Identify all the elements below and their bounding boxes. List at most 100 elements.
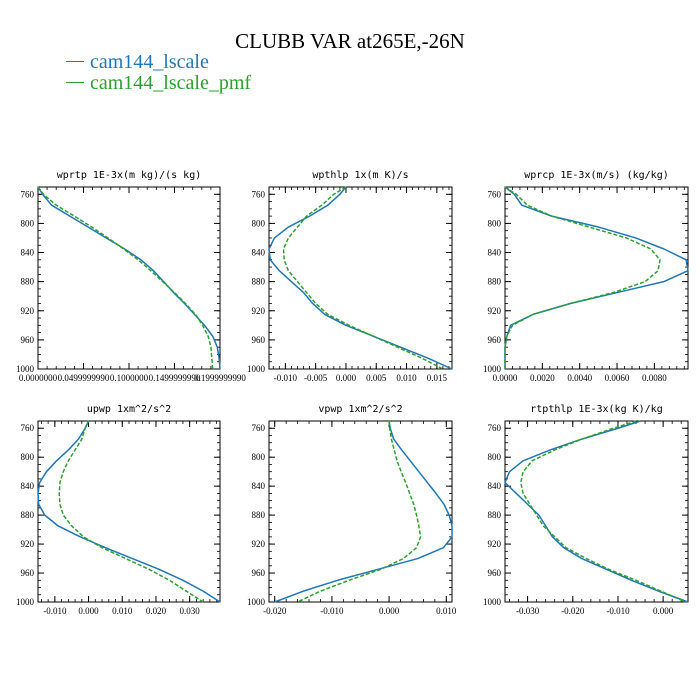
y-tick-label: 960: [252, 568, 266, 578]
y-tick-label: 760: [21, 423, 35, 433]
y-tick-label: 920: [21, 306, 35, 316]
series-line-lscale-pmf: [282, 186, 444, 370]
x-tick-label: 0.1499999990: [149, 373, 201, 383]
series-line-lscale-pmf: [58, 420, 204, 603]
x-tick-label: -0.010: [43, 606, 67, 616]
panel-title: rtpthlp 1E-3x(kg K)/kg: [530, 404, 662, 415]
x-tick-label: 0.0040: [567, 373, 592, 383]
y-tick-label: 960: [21, 335, 35, 345]
chart-panel-1: wprtp 1E-3x(m kg)/(s kg) 760 800 840 880 920 9…: [16, 170, 246, 383]
panel-title: wprtp 1E-3x(m kg)/(s kg): [57, 170, 202, 181]
figure-title: CLUBB VAR at265E,-26N: [235, 29, 465, 53]
y-tick-label: 960: [21, 568, 35, 578]
x-tick-label: -0.030: [516, 606, 540, 616]
x-tick-label: -0.020: [561, 606, 585, 616]
y-tick-label: 920: [488, 539, 502, 549]
x-tick-label: 0.1000000: [110, 373, 149, 383]
y-tick-label: 880: [252, 510, 266, 520]
y-tick-label: 1000: [16, 364, 35, 374]
x-tick-label: 0.0499999990: [58, 373, 110, 383]
plot-frame: [268, 186, 453, 370]
x-tick-label: 0.005: [366, 373, 387, 383]
y-tick-label: 800: [21, 452, 35, 462]
y-tick-label: 840: [21, 248, 35, 258]
series-line-lscale: [504, 186, 689, 369]
y-tick-label: 880: [488, 510, 502, 520]
y-tick-label: 840: [252, 248, 266, 258]
legend-item-lscale: cam144_lscale: [66, 51, 209, 74]
x-tick-label: 0.010: [436, 606, 457, 616]
plot-frame: [37, 186, 221, 370]
x-tick-label: 0.1999999990: [194, 373, 246, 383]
y-tick-label: 880: [252, 277, 266, 287]
chart-panel-2: wpthlp 1x(m K)/s 760 800 840 880 920 960 1000 -0…: [247, 170, 453, 383]
x-tick-label: -0.010: [274, 373, 298, 383]
series-line-lscale: [37, 186, 221, 370]
y-tick-label: 960: [488, 335, 502, 345]
x-tick-label: 0.0060: [605, 373, 630, 383]
y-tick-label: 1000: [247, 597, 266, 607]
series-line-lscale: [274, 420, 453, 603]
legend-label-lscale: cam144_lscale: [90, 51, 209, 73]
y-tick-label: 840: [488, 481, 502, 491]
legend-item-lscale-pmf: cam144_lscale_pmf: [66, 72, 251, 95]
chart-panel-4: upwp 1xm^2/s^2 760 800 840 880 920 960 1000 -0.0…: [16, 404, 221, 616]
panel-title: wpthlp 1x(m K)/s: [312, 170, 408, 181]
y-tick-label: 840: [252, 481, 266, 491]
y-tick-label: 800: [488, 218, 502, 228]
x-tick-label: 0.000: [336, 373, 357, 383]
series-line-lscale-pmf: [520, 420, 687, 603]
series-line-lscale: [504, 420, 689, 603]
y-tick-label: 1000: [16, 597, 35, 607]
y-tick-label: 800: [252, 218, 266, 228]
y-tick-label: 840: [21, 481, 35, 491]
y-tick-label: 880: [488, 277, 502, 287]
x-tick-label: 0.0080: [642, 373, 667, 383]
series-line-lscale-pmf: [297, 420, 422, 603]
y-tick-label: 840: [488, 248, 502, 258]
x-tick-label: -0.020: [263, 606, 287, 616]
x-tick-label: 0.010: [396, 373, 417, 383]
y-tick-label: 800: [488, 452, 502, 462]
x-tick-label: 0.000: [379, 606, 400, 616]
plot-frame: [504, 420, 689, 603]
y-tick-label: 800: [21, 218, 35, 228]
series-line-lscale: [268, 186, 453, 370]
x-tick-label: 0.0000000: [19, 373, 58, 383]
panel-title: wprcp 1E-3x(m/s) (kg/kg): [524, 170, 669, 181]
y-tick-label: 920: [252, 539, 266, 549]
chart-panel-6: rtpthlp 1E-3x(kg K)/kg 760 800 840 880 920 960…: [483, 404, 689, 616]
legend-swatch-lscale-pmf: [66, 81, 84, 83]
y-tick-label: 760: [21, 189, 35, 199]
y-tick-label: 800: [252, 452, 266, 462]
legend-label-lscale-pmf: cam144_lscale_pmf: [90, 72, 252, 94]
y-tick-label: 1000: [483, 597, 502, 607]
x-tick-label: 0.000: [78, 606, 99, 616]
x-tick-label: 0.020: [146, 606, 167, 616]
plot-frame: [268, 420, 453, 603]
y-tick-label: 880: [21, 277, 35, 287]
x-tick-label: 0.010: [112, 606, 133, 616]
series-line-lscale: [37, 420, 221, 603]
y-tick-label: 960: [488, 568, 502, 578]
y-tick-label: 880: [21, 510, 35, 520]
series-line-lscale-pmf: [37, 186, 214, 370]
x-tick-label: 0.000: [653, 606, 674, 616]
y-tick-label: 920: [21, 539, 35, 549]
panel-title: vpwp 1xm^2/s^2: [318, 404, 402, 415]
y-tick-label: 760: [488, 423, 502, 433]
x-tick-label: 0.015: [427, 373, 448, 383]
x-tick-label: 0.0000: [493, 373, 518, 383]
plot-frame: [504, 186, 689, 370]
x-tick-label: 0.0020: [530, 373, 555, 383]
y-tick-label: 760: [252, 189, 266, 199]
y-tick-label: 760: [488, 189, 502, 199]
chart-panel-5: vpwp 1xm^2/s^2 760 800 840 880 920 960 1000-0.0…: [247, 404, 457, 616]
x-tick-label: -0.005: [304, 373, 328, 383]
x-tick-label: 0.030: [180, 606, 201, 616]
y-tick-label: 920: [252, 306, 266, 316]
y-tick-label: 1000: [247, 364, 266, 374]
y-tick-label: 760: [252, 423, 266, 433]
panel-title: upwp 1xm^2/s^2: [87, 404, 171, 415]
